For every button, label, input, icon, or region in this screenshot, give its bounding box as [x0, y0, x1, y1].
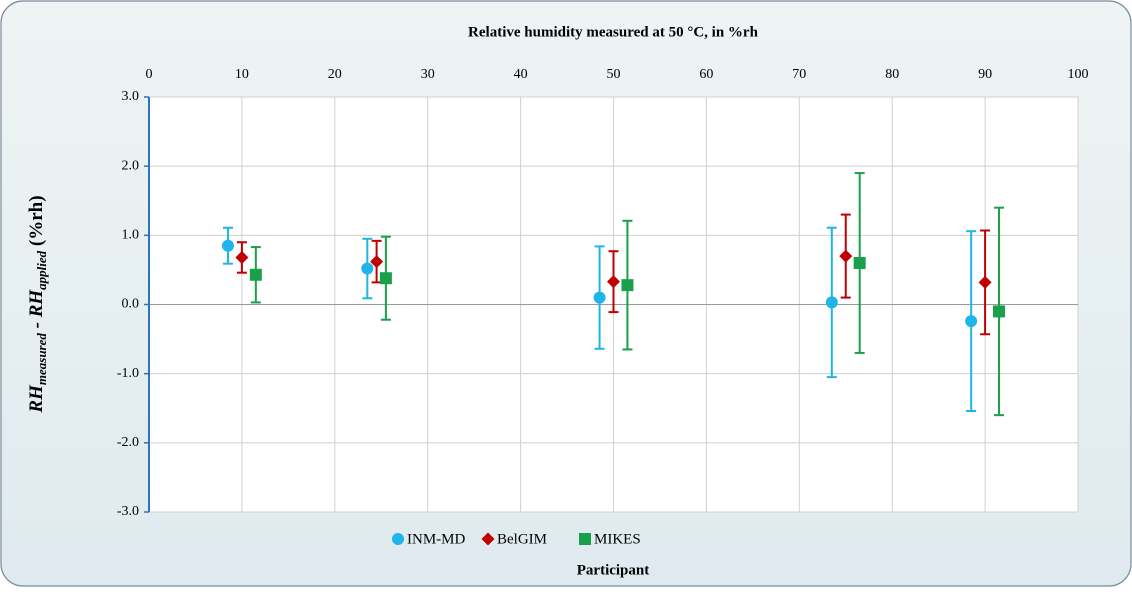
point: [965, 315, 978, 328]
x-tick-label: 80: [885, 67, 899, 82]
x-tick-label: 60: [699, 67, 713, 82]
point: [993, 305, 1006, 318]
y-tick-label: -2.0: [117, 435, 139, 450]
y-tick-label: 2.0: [122, 158, 140, 173]
x-tick-label: 10: [235, 67, 249, 82]
point: [607, 275, 620, 289]
x-tick-label: 20: [328, 67, 342, 82]
y-title-part: measured: [34, 333, 49, 386]
bottom-title: Participant: [577, 562, 650, 578]
point: [825, 296, 838, 309]
legend-marker: [579, 533, 591, 545]
y-title-part: (%rh): [26, 195, 47, 250]
x-tick-label: 40: [514, 67, 528, 82]
x-tick-label: 70: [792, 67, 806, 82]
y-tick-label: 1.0: [122, 228, 140, 243]
legend-label: MIKES: [594, 531, 641, 547]
legend-label: BelGIM: [497, 531, 547, 547]
legend-marker: [481, 532, 495, 546]
legend-marker: [392, 533, 404, 545]
point: [853, 257, 866, 269]
point: [379, 272, 392, 285]
point: [370, 255, 384, 269]
point: [361, 262, 374, 275]
point: [839, 249, 853, 263]
point: [221, 239, 234, 252]
y-tick-label: -1.0: [117, 366, 139, 381]
point: [621, 279, 634, 292]
x-tick-label: 50: [607, 67, 621, 82]
x-tick-label: 0: [146, 67, 153, 82]
y-title-part: RH: [26, 384, 47, 414]
y-axis-title: RHmeasured - RHapplied (%rh): [26, 195, 49, 413]
point: [249, 268, 262, 281]
x-tick-label: 30: [421, 67, 435, 82]
y-title-part: applied: [34, 250, 49, 289]
x-tick-label: 90: [978, 67, 992, 82]
point: [235, 250, 249, 264]
x-tick-label: 100: [1068, 67, 1089, 82]
point: [593, 291, 606, 304]
y-tick-label: -3.0: [117, 504, 139, 519]
legend-label: INM-MD: [407, 531, 465, 547]
x-axis-title: Relative humidity measured at 50 °C, in …: [468, 24, 759, 40]
y-title-part: - RH: [26, 289, 47, 334]
y-tick-label: 3.0: [122, 89, 140, 104]
y-tick-label: 0.0: [122, 297, 140, 312]
point: [978, 275, 992, 289]
